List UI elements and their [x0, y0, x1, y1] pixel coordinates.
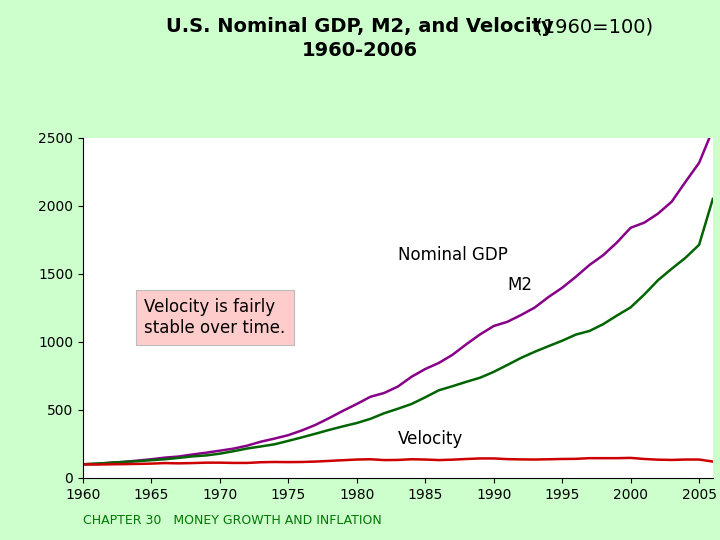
Text: M2: M2 — [508, 276, 532, 294]
Text: Nominal GDP: Nominal GDP — [397, 246, 508, 264]
Text: CHAPTER 30   MONEY GROWTH AND INFLATION: CHAPTER 30 MONEY GROWTH AND INFLATION — [83, 514, 382, 526]
Text: Velocity: Velocity — [397, 430, 463, 448]
Text: (1960=100): (1960=100) — [529, 17, 653, 36]
Text: Velocity is fairly
stable over time.: Velocity is fairly stable over time. — [145, 298, 286, 337]
Text: U.S. Nominal GDP, M2, and Velocity: U.S. Nominal GDP, M2, and Velocity — [166, 17, 554, 36]
Text: 1960-2006: 1960-2006 — [302, 40, 418, 59]
